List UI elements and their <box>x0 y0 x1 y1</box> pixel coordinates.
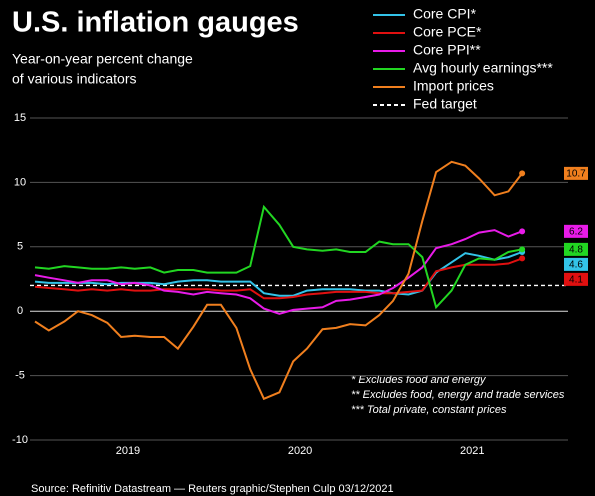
series-line <box>34 160 523 401</box>
value-label: 6.2 <box>569 226 583 237</box>
y-tick-label: 0 <box>17 305 23 317</box>
value-label-box <box>564 257 588 271</box>
series-line <box>34 229 523 315</box>
legend-label: Avg hourly earnings*** <box>413 60 553 76</box>
y-tick-label: 10 <box>14 176 26 188</box>
value-label: 4.8 <box>569 245 583 256</box>
legend-label: Core CPI* <box>413 6 477 22</box>
legend-label: Core PCE* <box>413 24 482 40</box>
series-line <box>34 251 523 297</box>
legend-label: Core PPI** <box>413 42 481 58</box>
value-label-box <box>564 242 588 256</box>
legend-label: Fed target <box>413 96 477 112</box>
y-tick-label: 5 <box>17 241 23 253</box>
x-tick-label: 2020 <box>288 445 312 457</box>
x-tick-label: 2019 <box>116 445 140 457</box>
source: Source: Refinitiv Datastream — Reuters g… <box>31 483 394 495</box>
end-dot <box>519 246 526 253</box>
value-label: 4.1 <box>569 275 583 286</box>
legend-label: Import prices <box>413 78 494 94</box>
series-line <box>34 257 523 300</box>
footnote: * Excludes food and energy <box>351 374 487 386</box>
value-label-box <box>564 224 588 238</box>
footnote: ** Excludes food, energy and trade servi… <box>351 389 565 401</box>
y-tick-label: 15 <box>14 112 26 124</box>
y-tick-label: -5 <box>15 370 25 382</box>
subtitle: Year-on-year percent change <box>12 51 193 67</box>
value-label: 10.7 <box>566 169 586 180</box>
end-dot <box>519 255 526 262</box>
chart-title: U.S. inflation gauges <box>12 7 299 39</box>
y-tick-label: -10 <box>12 434 28 446</box>
value-label-box <box>564 166 588 180</box>
footnote: *** Total private, constant prices <box>351 404 507 416</box>
series-line <box>34 204 523 310</box>
end-dot <box>519 170 526 177</box>
subtitle: of various indicators <box>12 71 137 87</box>
value-label-box <box>564 272 588 286</box>
value-label: 4.6 <box>569 260 583 271</box>
end-dot <box>519 228 526 235</box>
x-tick-label: 2021 <box>460 445 484 457</box>
